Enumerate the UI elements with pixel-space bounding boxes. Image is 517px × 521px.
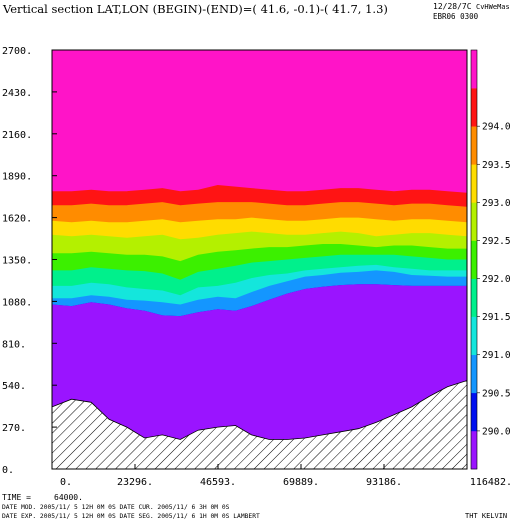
footer-date-line-1: DATE MOD. 2005/11/ 5 12H 0M 0S DATE CUR.… [2,504,230,511]
colorbar-label: 291.0 [482,350,511,361]
time-label: TIME = [2,493,31,502]
colorbar-swatch [471,430,477,470]
colorbar-label: 292.5 [482,236,511,247]
colorbar-label: 293.5 [482,160,511,171]
time-value: 64000. [54,493,83,502]
colorbar-label: 290.0 [482,426,511,437]
x-tick-label: 46593. [200,477,236,488]
x-tick-label: 0. [60,477,72,488]
colorbar-label: 290.5 [482,388,511,399]
theta-bands [52,50,467,469]
y-axis: 0. 270. 540. 810. 1080. 1350. 1620. 1890. 2160. 2… [2,46,57,476]
header-author: CvHWeMas [476,3,510,11]
x-tick-label: 23296. [117,477,153,488]
y-tick-label: 1890. [2,172,32,183]
x-tick-label: 116482. [470,477,512,488]
x-tick-label: 93186. [366,477,402,488]
colorbar-swatch [471,354,477,394]
terrain-polygon [51,379,468,470]
terrain-area [51,379,468,470]
colorbar-swatch [471,202,477,241]
y-tick-label: 2430. [2,88,32,99]
colorbar-label: 294.0 [482,122,511,133]
colorbar-swatch [471,240,477,279]
y-tick-label: 810. [2,339,26,350]
footer-date-line-2: DATE EXP. 2005/11/ 5 12H 0M 0S DATE SEG.… [2,513,260,520]
x-axis: 0. 23296. 46593. 69889. 93186. 116482. [51,464,512,488]
y-tick-label: 270. [2,423,26,434]
y-tick-label: 0. [2,465,14,476]
y-tick-label: 2700. [2,46,32,57]
header-date-code: 12/28/7C [433,2,472,11]
colorbar-swatch [471,164,477,203]
colorbar-label: 293.0 [482,198,511,209]
colorbar-swatch [471,392,477,432]
x-tick-label: 69889. [283,477,319,488]
colorbar-label: 291.5 [482,312,511,323]
colorbar-swatch [471,88,477,127]
colorbar-swatch [471,316,477,355]
colorbar: 290.0 290.5 291.0 291.5 292.0 292.5 293.0 293.5… [470,49,511,470]
colorbar-swatch [471,126,477,165]
colorbar-label: 292.0 [482,274,511,285]
y-tick-label: 2160. [2,130,32,141]
y-tick-label: 540. [2,381,26,392]
chart-title: Vertical section LAT,LON (BEGIN)-(END)=(… [2,2,388,16]
y-tick-label: 1080. [2,297,32,308]
y-tick-label: 1620. [2,214,32,225]
colorbar-frame [470,49,478,470]
y-tick-label: 1350. [2,256,32,267]
colorbar-swatch [471,278,477,317]
colorbar-swatch [471,50,477,89]
band-bottom [52,284,467,469]
header-run-id: EBR06 0300 [433,12,479,21]
field-name: THT KELVIN [465,512,507,520]
